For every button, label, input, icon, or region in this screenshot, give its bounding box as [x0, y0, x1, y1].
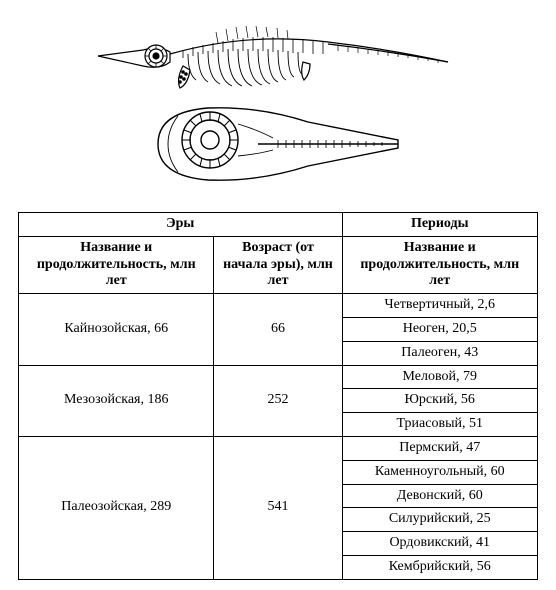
period-devonian: Девонский, 60 [342, 484, 538, 508]
era-mesozoic-age: 252 [214, 365, 342, 436]
period-neogene: Неоген, 20,5 [342, 317, 538, 341]
header-eras: Эры [19, 213, 343, 237]
era-cenozoic: Кайнозойская, 66 [19, 294, 214, 365]
fossil-illustration [0, 0, 556, 204]
period-cambrian: Кембрийский, 56 [342, 555, 538, 579]
period-silurian: Силурийский, 25 [342, 508, 538, 532]
header-col-period: Название и продолжительность, млн лет [342, 236, 538, 293]
era-cenozoic-age: 66 [214, 294, 342, 365]
period-ordovician: Ордовикский, 41 [342, 532, 538, 556]
ichthyosaur-skeleton-icon [88, 14, 468, 94]
era-mesozoic: Мезозойская, 186 [19, 365, 214, 436]
period-cretaceous: Меловой, 79 [342, 365, 538, 389]
ichthyosaur-skull-icon [138, 94, 418, 194]
period-quaternary: Четвертичный, 2,6 [342, 294, 538, 318]
header-col-name: Название и продолжительность, млн лет [19, 236, 214, 293]
geologic-time-table: Эры Периоды Название и продолжительность… [18, 212, 538, 580]
period-paleogene: Палеоген, 43 [342, 341, 538, 365]
header-col-age: Возраст (от начала эры), млн лет [214, 236, 342, 293]
header-periods: Периоды [342, 213, 538, 237]
period-carboniferous: Каменноугольный, 60 [342, 460, 538, 484]
period-jurassic: Юрский, 56 [342, 389, 538, 413]
period-triassic: Триасовый, 51 [342, 413, 538, 437]
era-paleozoic: Палеозойская, 289 [19, 436, 214, 579]
period-permian: Пермский, 47 [342, 436, 538, 460]
era-paleozoic-age: 541 [214, 436, 342, 579]
